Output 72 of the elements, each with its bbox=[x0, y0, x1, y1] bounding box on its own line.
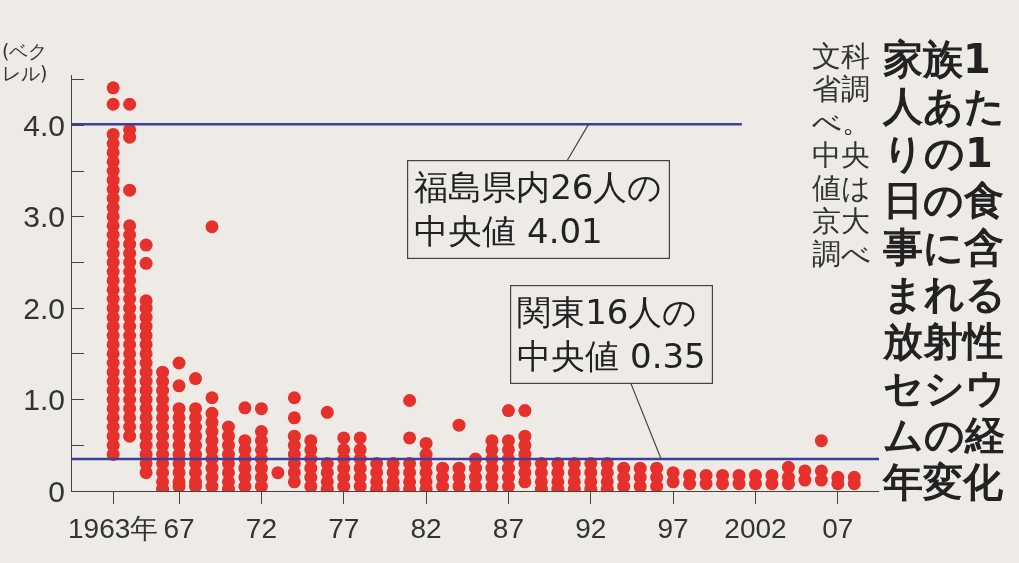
point bbox=[238, 401, 252, 415]
x-tick-label: 67 bbox=[163, 512, 195, 544]
point bbox=[403, 393, 417, 407]
point bbox=[403, 431, 417, 445]
x-tick-label: 07 bbox=[822, 512, 854, 544]
point bbox=[123, 429, 137, 443]
point bbox=[337, 431, 351, 445]
point bbox=[716, 477, 730, 491]
point bbox=[205, 391, 219, 405]
ref-line-label: 福島県内26人の中央値 4.01 bbox=[414, 167, 663, 252]
point bbox=[287, 411, 301, 425]
point bbox=[814, 434, 828, 448]
point bbox=[683, 477, 697, 491]
point bbox=[748, 477, 762, 491]
x-tick-label: 72 bbox=[245, 512, 277, 544]
point bbox=[238, 479, 252, 491]
point bbox=[337, 479, 351, 491]
point bbox=[452, 479, 466, 491]
y-tick-label: 3.0 bbox=[23, 200, 65, 234]
point bbox=[666, 475, 680, 489]
point bbox=[189, 372, 203, 386]
point bbox=[106, 81, 120, 95]
point bbox=[419, 436, 433, 450]
point bbox=[765, 477, 779, 491]
x-tick-label: 97 bbox=[657, 512, 689, 544]
x-tick-label: 2002 bbox=[724, 512, 787, 544]
point bbox=[732, 477, 746, 491]
chart-title: 家族1人あたりの1日の食事に含まれる放射性セシウムの経年変化 bbox=[883, 36, 1006, 505]
point bbox=[452, 418, 466, 432]
point bbox=[320, 405, 334, 419]
point bbox=[254, 402, 268, 416]
point bbox=[139, 238, 153, 252]
point bbox=[172, 379, 186, 393]
point bbox=[485, 479, 499, 491]
point bbox=[287, 391, 301, 405]
point bbox=[254, 479, 268, 491]
x-tick-label: 77 bbox=[328, 512, 360, 544]
point bbox=[501, 404, 515, 418]
point bbox=[518, 475, 532, 489]
point bbox=[699, 477, 713, 491]
point bbox=[304, 479, 318, 491]
point bbox=[172, 356, 186, 370]
point bbox=[633, 479, 647, 491]
y-axis-title: (ベクレル) bbox=[2, 40, 49, 84]
y-tick-label: 0 bbox=[48, 474, 65, 508]
point bbox=[287, 475, 301, 489]
x-tick-label: 82 bbox=[410, 512, 442, 544]
point bbox=[139, 256, 153, 270]
point bbox=[436, 479, 450, 491]
point bbox=[814, 473, 828, 487]
point bbox=[798, 473, 812, 487]
point bbox=[501, 479, 515, 491]
x-tick-label: 92 bbox=[575, 512, 607, 544]
point bbox=[123, 97, 137, 111]
point bbox=[650, 479, 664, 491]
x-tick-label: 87 bbox=[492, 512, 525, 544]
point bbox=[205, 220, 219, 234]
point bbox=[353, 431, 367, 445]
point bbox=[271, 466, 285, 480]
ref-line-label: 関東16人の中央値 0.35 bbox=[517, 292, 706, 377]
point bbox=[123, 183, 137, 197]
point bbox=[205, 479, 219, 491]
y-tick-label: 4.0 bbox=[23, 108, 65, 142]
annotation: 文科省調べ。中央値は京大調べ bbox=[812, 39, 872, 271]
y-tick-label: 2.0 bbox=[23, 291, 65, 325]
point bbox=[353, 479, 367, 491]
x-tick-label: 1963年 bbox=[68, 512, 159, 544]
y-tick-label: 1.0 bbox=[23, 383, 65, 417]
point bbox=[617, 479, 631, 491]
point bbox=[139, 466, 153, 480]
point bbox=[518, 404, 532, 418]
point bbox=[106, 97, 120, 111]
